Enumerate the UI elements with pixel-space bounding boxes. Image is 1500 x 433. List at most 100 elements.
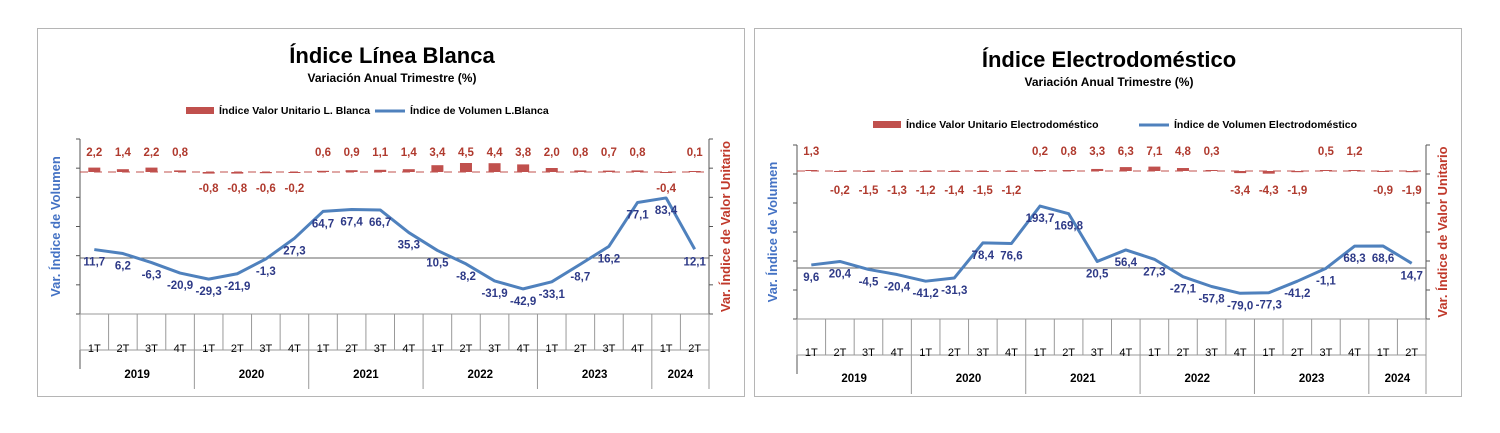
bar-data-label: 6,3 bbox=[1118, 146, 1134, 158]
line-data-label: -20,9 bbox=[167, 280, 193, 292]
line-data-label: 20,5 bbox=[1086, 268, 1109, 280]
quarter-label: 2T bbox=[1177, 347, 1190, 359]
line-data-label: -1,3 bbox=[256, 266, 276, 278]
quarter-label: 2T bbox=[948, 347, 961, 359]
quarter-label: 4T bbox=[402, 343, 415, 355]
quarter-label: 1T bbox=[805, 347, 818, 359]
year-label: 2022 bbox=[467, 369, 493, 381]
bar-data-label: -3,4 bbox=[1230, 185, 1250, 197]
quarter-label: 3T bbox=[145, 343, 158, 355]
bar-data-label: 0,6 bbox=[315, 147, 331, 159]
value-bar bbox=[833, 171, 846, 172]
quarter-label: 1T bbox=[1262, 347, 1275, 359]
value-bar bbox=[231, 172, 244, 174]
year-label: 2024 bbox=[668, 369, 694, 381]
quarter-label: 3T bbox=[1320, 347, 1333, 359]
line-data-label: 12,1 bbox=[684, 256, 707, 268]
value-bar bbox=[948, 171, 961, 172]
line-data-label: 27,3 bbox=[283, 245, 305, 257]
chart-electrodomestico: Índice Electrodoméstico Variación Anual T… bbox=[754, 28, 1462, 397]
bar-data-label: 2,2 bbox=[86, 147, 102, 159]
bar-data-label: 3,4 bbox=[429, 147, 446, 159]
bar-data-label: 0,9 bbox=[344, 147, 360, 159]
quarter-label: 4T bbox=[1348, 347, 1361, 359]
line-data-label: 10,5 bbox=[426, 257, 449, 269]
bar-data-label: 0,8 bbox=[630, 147, 647, 159]
volume-line bbox=[811, 204, 1413, 295]
bar-data-label: -0,2 bbox=[285, 183, 305, 195]
bar-data-label: -0,8 bbox=[199, 183, 219, 195]
chart-electrodomestico-svg: Índice Electrodoméstico Variación Anual T… bbox=[765, 47, 1450, 394]
line-data-label: -27,1 bbox=[1170, 284, 1197, 296]
bar-data-label: 1,3 bbox=[803, 146, 819, 158]
quarter-label: 4T bbox=[631, 343, 644, 355]
value-bar bbox=[862, 171, 875, 172]
line-data-label: -33,1 bbox=[539, 289, 566, 301]
line-data-label: -20,4 bbox=[884, 282, 911, 294]
value-bar bbox=[1348, 170, 1361, 171]
quarter-label: 3T bbox=[976, 347, 989, 359]
y-axis-left-label: Var. Índice de Volumen bbox=[765, 162, 780, 303]
quarter-label: 4T bbox=[891, 347, 904, 359]
quarter-label: 2T bbox=[574, 343, 587, 355]
quarter-label: 3T bbox=[603, 343, 616, 355]
quarter-label: 1T bbox=[660, 343, 673, 355]
bar-data-label: 0,8 bbox=[572, 147, 589, 159]
legend-bar-swatch bbox=[873, 121, 901, 128]
quarter-label: 3T bbox=[1205, 347, 1218, 359]
bar-data-label: -0,8 bbox=[227, 183, 247, 195]
value-bar bbox=[259, 172, 272, 174]
bar-data-label: 4,5 bbox=[458, 147, 475, 159]
value-bar bbox=[688, 171, 701, 172]
bar-data-label: 4,4 bbox=[487, 147, 504, 159]
line-data-label: -4,5 bbox=[859, 276, 879, 288]
quarter-label: 2T bbox=[1062, 347, 1075, 359]
chart-subtitle: Variación Anual Trimestre (%) bbox=[308, 71, 477, 85]
year-label: 2023 bbox=[582, 369, 608, 381]
bar-data-label: -1,9 bbox=[1402, 185, 1422, 197]
line-data-label: 14,7 bbox=[1401, 270, 1423, 282]
value-bar bbox=[891, 171, 904, 172]
line-data-label: -6,3 bbox=[142, 270, 162, 282]
legend-line-label: Índice de Volumen Electrodoméstico bbox=[1174, 118, 1357, 131]
value-bar bbox=[1319, 170, 1332, 171]
year-label: 2021 bbox=[353, 369, 379, 381]
line-data-label: 9,6 bbox=[803, 272, 819, 284]
bar-data-label: 2,2 bbox=[143, 147, 159, 159]
line-data-label: 27,3 bbox=[1143, 266, 1165, 278]
quarter-label: 2T bbox=[1405, 347, 1418, 359]
line-data-label: 56,4 bbox=[1115, 257, 1138, 269]
line-data-label: 67,4 bbox=[340, 216, 363, 228]
quarter-label: 4T bbox=[1005, 347, 1018, 359]
quarter-label: 1T bbox=[1034, 347, 1047, 359]
volume-line bbox=[94, 196, 697, 291]
value-bar bbox=[374, 169, 387, 172]
legend-bar-label: Índice Valor Unitario L. Blanca bbox=[219, 104, 370, 117]
value-bar bbox=[116, 169, 129, 172]
value-bar bbox=[1091, 168, 1104, 171]
value-bar bbox=[488, 163, 501, 172]
bar-data-label: -1,9 bbox=[1287, 185, 1307, 197]
chart-title: Índice Electrodoméstico bbox=[982, 47, 1236, 72]
line-data-label: 11,7 bbox=[83, 257, 105, 269]
quarter-label: 1T bbox=[88, 343, 101, 355]
y-axis-right-label: Var. Índice de Valor Unitario bbox=[718, 141, 733, 312]
quarter-label: 2T bbox=[345, 343, 358, 355]
bar-data-label: 2,0 bbox=[544, 147, 560, 159]
bar-data-label: 1,4 bbox=[115, 147, 132, 159]
line-data-label: 68,6 bbox=[1372, 253, 1394, 265]
quarter-label: 1T bbox=[317, 343, 330, 355]
quarter-label: 4T bbox=[174, 343, 187, 355]
bar-data-label: -1,4 bbox=[944, 185, 964, 197]
value-bar bbox=[602, 170, 615, 172]
chart-subtitle: Variación Anual Trimestre (%) bbox=[1025, 75, 1194, 89]
line-data-label: 68,3 bbox=[1343, 253, 1365, 265]
quarter-label: 1T bbox=[1377, 347, 1390, 359]
line-data-label: -21,9 bbox=[224, 281, 250, 293]
year-label: 2019 bbox=[841, 373, 867, 385]
bar-data-label: -4,3 bbox=[1259, 185, 1279, 197]
quarter-label: 2T bbox=[688, 343, 701, 355]
bar-data-label: -1,5 bbox=[859, 185, 879, 197]
quarter-label: 4T bbox=[517, 343, 530, 355]
value-bar bbox=[1148, 166, 1161, 171]
